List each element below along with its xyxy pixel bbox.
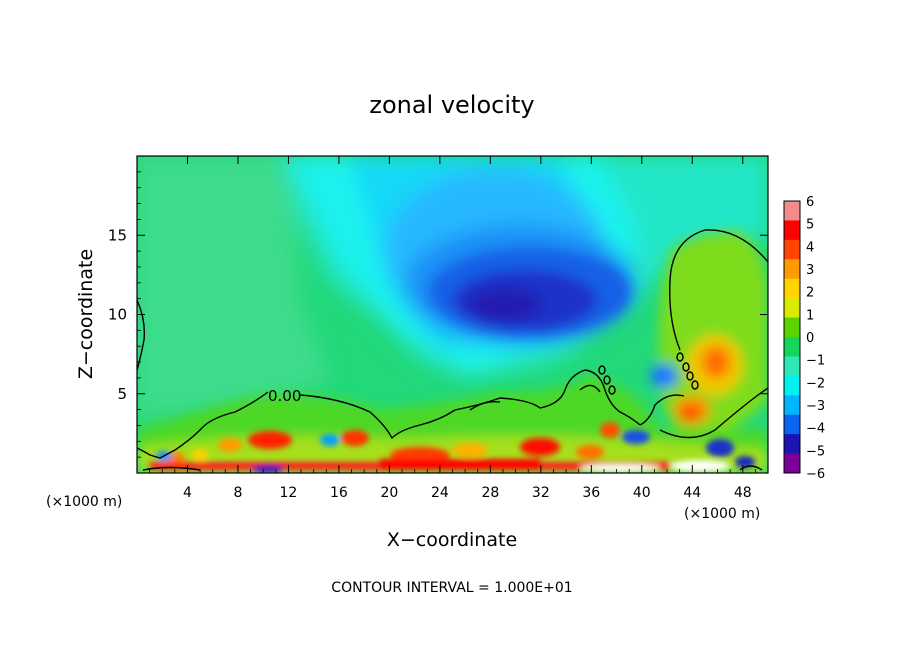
x-tick-label: 4 [183,485,192,501]
x-tick-label: 28 [481,485,499,501]
x-unit-left: (×1000 m) [46,494,122,510]
x-tick-label: 12 [280,485,298,501]
x-tick-label: 36 [582,485,600,501]
colorbar-swatch [784,337,800,357]
x-tick-label: 44 [683,485,701,501]
colorbar-label: 2 [806,286,814,301]
colorbar-swatch [784,375,800,396]
x-tick-label: 20 [380,485,398,501]
contour-interval-note: CONTOUR INTERVAL = 1.000E+01 [331,580,572,596]
colorbar-swatch [784,201,800,221]
colorbar-swatch [784,434,800,455]
colorbar-label: −3 [806,399,825,414]
x-unit-right: (×1000 m) [684,506,760,522]
colorbar: 6 5 4 3 2 1 0 −1 −2 −3 −4 −5 −6 [783,195,825,482]
x-tick-label: 40 [633,485,651,501]
colorbar-swatch [784,395,800,416]
colorbar-label: −6 [806,467,825,482]
colorbar-label: −2 [806,376,825,391]
y-axis: 5 10 15 [108,171,768,458]
velocity-field [137,156,768,473]
y-tick-label: 5 [117,385,127,403]
x-axis-label: X−coordinate [387,529,517,551]
chart-title: zonal velocity [369,91,534,119]
colorbar-swatch [784,259,800,280]
colorbar-swatch [784,453,800,474]
colorbar-frame [783,200,801,474]
contour-label: 0.00 [268,387,301,405]
x-tick-label: 16 [330,485,348,501]
colorbar-label: 6 [806,195,814,210]
colorbar-label: 0 [806,331,814,346]
colorbar-label: −1 [806,354,825,369]
y-tick-label: 10 [108,306,127,324]
colorbar-swatch [784,239,800,260]
colorbar-swatch [784,356,800,377]
colorbar-swatch [784,298,800,319]
x-tick-label: 48 [734,485,752,501]
colorbar-swatch [784,317,800,338]
colorbar-label: −4 [806,422,825,437]
x-tick-label: 8 [233,485,242,501]
y-axis-label: Z−coordinate [75,249,97,379]
colorbar-label: 3 [806,263,814,278]
colorbar-label: −5 [806,444,825,459]
y-tick-label: 15 [108,226,127,244]
colorbar-swatch [784,278,800,299]
x-tick-label: 32 [532,485,550,501]
colorbar-swatch [784,414,800,435]
colorbar-swatch [784,220,800,241]
colorbar-label: 1 [806,308,814,323]
zero-contour [137,229,768,471]
colorbar-label: 5 [806,218,814,233]
x-tick-label: 24 [431,485,449,501]
colorbar-label: 4 [806,240,814,255]
x-axis: 4 8 12 16 20 24 28 32 36 40 44 48 [149,156,756,501]
